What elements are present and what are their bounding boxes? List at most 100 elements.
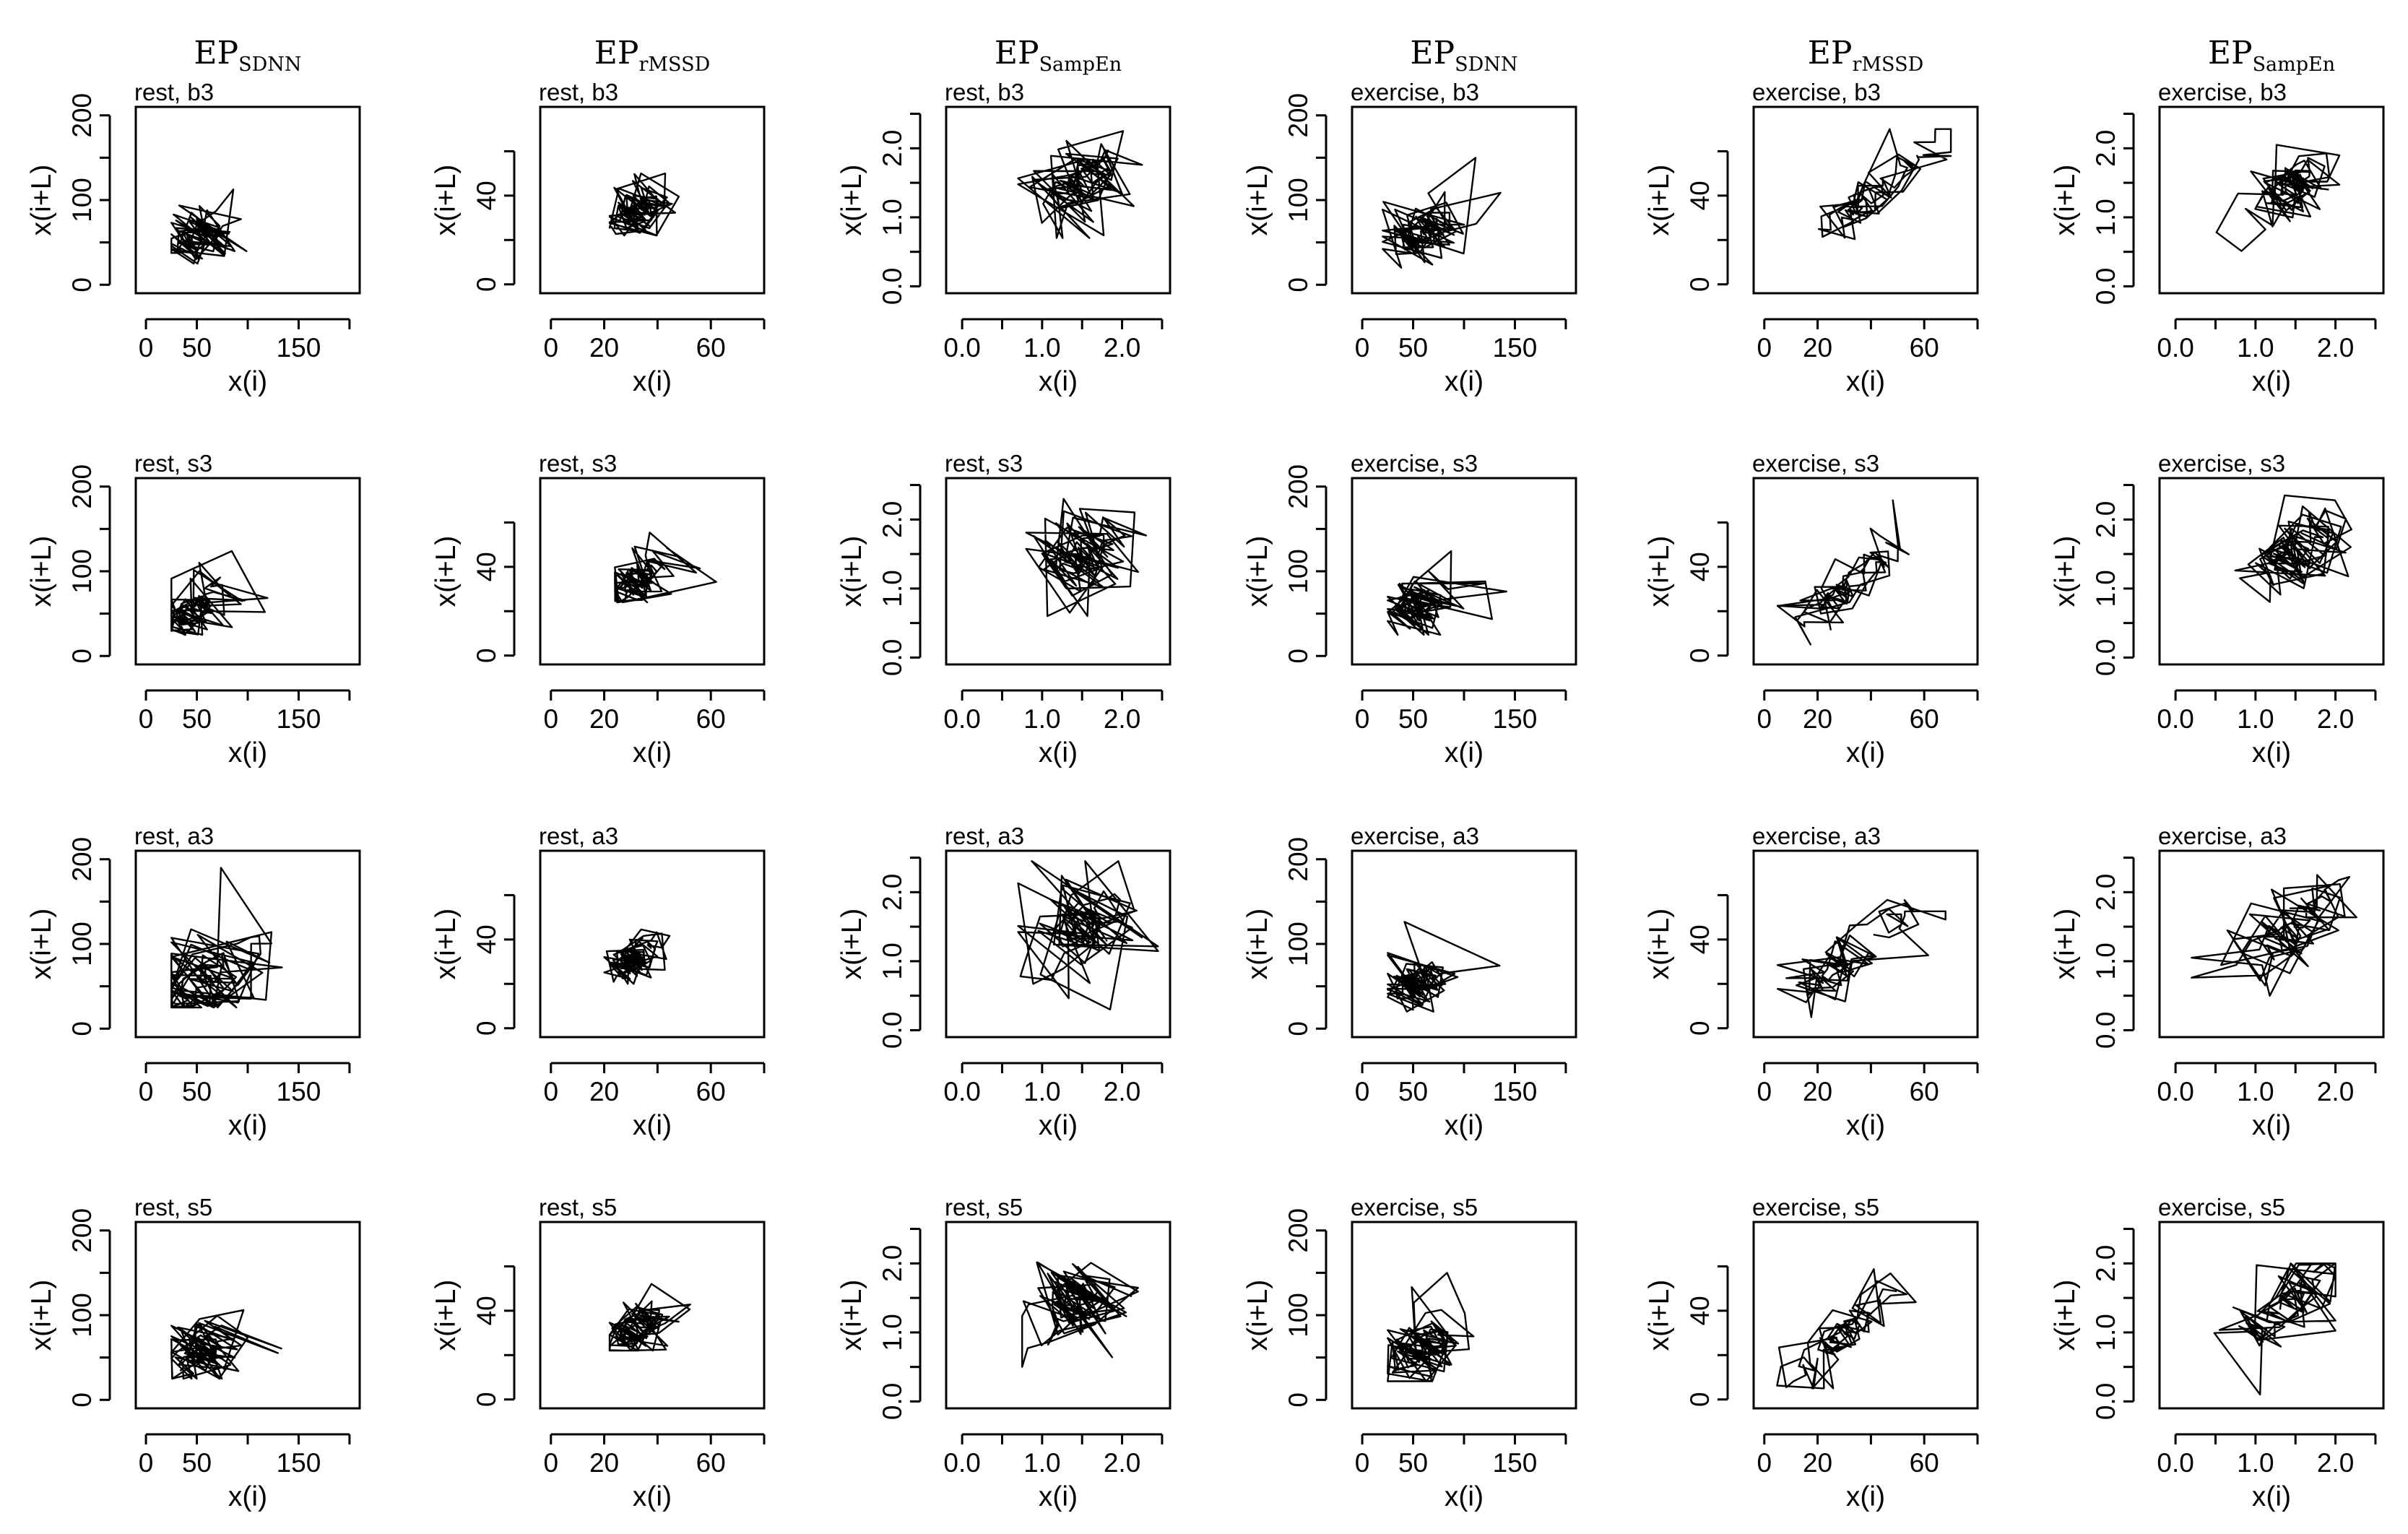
x-tick-label: 50 (182, 1077, 212, 1106)
x-axis-label: x(i) (1445, 366, 1484, 397)
poincare-trace (2215, 144, 2341, 252)
y-axis-label: x(i+L) (836, 536, 867, 607)
x-tick-label: 0.0 (2157, 704, 2193, 734)
plot-frame (134, 477, 361, 666)
poincare-trace (608, 1283, 691, 1352)
panel-label: exercise, a3 (2158, 823, 2287, 849)
x-axis-label: x(i) (1039, 1110, 1078, 1141)
y-tick-label: 200 (67, 1208, 97, 1253)
panel-label: exercise, s3 (2158, 450, 2285, 477)
poincare-trace (1017, 130, 1143, 239)
x-tick-label: 2.0 (2317, 1077, 2354, 1106)
x-tick-label: 150 (1493, 1448, 1538, 1478)
x-tick-label: 50 (182, 333, 212, 363)
y-tick-label: 40 (472, 552, 501, 581)
y-axis-label: x(i+L) (836, 165, 867, 236)
x-axis-label: x(i) (228, 737, 267, 768)
y-tick-label: 0 (1283, 277, 1313, 292)
y-tick-label: 0.0 (2091, 639, 2121, 676)
x-axis-label: x(i) (1445, 1110, 1484, 1141)
y-tick-label: 100 (67, 922, 97, 966)
x-tick-label: 60 (696, 1448, 726, 1478)
column-title-exercise_sdnn: EPSDNN (1410, 35, 1517, 76)
x-tick-label: 1.0 (1023, 1077, 1060, 1106)
y-tick-label: 100 (67, 178, 97, 222)
panel-label: exercise, s3 (1752, 450, 1879, 477)
y-tick-label: 2.0 (878, 874, 907, 911)
panel-label: exercise, b3 (1752, 79, 1881, 105)
panel-exercise_sdnn-s5: exercise, s5 0 50 150 x(i) 0 100 200 x(i+L) (1242, 1194, 1577, 1512)
y-tick-label: 2.0 (878, 130, 907, 167)
y-axis-label: x(i+L) (1644, 909, 1675, 980)
y-tick-label: 2.0 (878, 501, 907, 538)
panel-exercise_sampen-s3: exercise, s3 0.0 1.0 2.0 x(i) 0.0 1.0 2.0 x(i+L) (2050, 450, 2385, 768)
x-tick-label: 60 (696, 333, 726, 363)
panel-exercise_rmssd-s5: exercise, s5 0 20 60 x(i) 0 40 x(i+L) (1644, 1194, 1979, 1512)
x-tick-label: 0 (1757, 333, 1772, 363)
y-tick-label: 1.0 (2091, 570, 2121, 607)
x-axis-label: x(i) (1846, 366, 1885, 397)
x-tick-label: 1.0 (2237, 1077, 2274, 1106)
x-axis-label: x(i) (228, 366, 267, 397)
x-tick-label: 0 (139, 704, 154, 734)
y-axis-label: x(i+L) (836, 1280, 867, 1351)
x-tick-label: 2.0 (1104, 333, 1140, 363)
poincare-trace (1817, 128, 1952, 240)
panel-exercise_sdnn-s3: exercise, s3 0 50 150 x(i) 0 100 200 x(i+L) (1242, 450, 1577, 768)
y-tick-label: 0.0 (2091, 1383, 2121, 1420)
x-tick-label: 50 (182, 1448, 212, 1478)
panel-label: exercise, s5 (1752, 1194, 1879, 1221)
poincare-trace (170, 1309, 282, 1380)
x-axis-label: x(i) (633, 1110, 672, 1141)
panel-label: exercise, s3 (1351, 450, 1478, 477)
panel-exercise_rmssd-a3: exercise, a3 0 20 60 x(i) 0 40 x(i+L) (1644, 823, 1979, 1141)
column-title-subscript: SDNN (238, 53, 301, 76)
y-axis-label: x(i+L) (1644, 165, 1675, 236)
y-tick-label: 40 (472, 181, 501, 210)
y-tick-label: 1.0 (2091, 942, 2121, 979)
x-axis-label: x(i) (2252, 366, 2291, 397)
y-tick-label: 0 (1685, 277, 1715, 292)
y-tick-label: 2.0 (2091, 1245, 2121, 1282)
y-axis-label: x(i+L) (26, 165, 57, 236)
plot-frame (945, 105, 1171, 295)
y-tick-label: 0 (1283, 1021, 1313, 1036)
x-tick-label: 20 (589, 333, 619, 363)
y-tick-label: 0 (1685, 648, 1715, 663)
panel-rest_sdnn-b3: rest, b3 0 50 150 x(i) 0 100 200 x(i+L) (26, 79, 361, 397)
panel-rest_sdnn-s5: rest, s5 0 50 150 x(i) 0 100 200 x(i+L) (26, 1194, 361, 1512)
y-axis-label: x(i+L) (1644, 1280, 1675, 1351)
column-title-subscript: rMSSD (639, 53, 711, 76)
panel-rest_sampen-s5: rest, s5 0.0 1.0 2.0 x(i) 0.0 1.0 2.0 x(i+L) (836, 1194, 1171, 1512)
y-tick-label: 40 (472, 924, 501, 954)
panel-rest_sdnn-a3: rest, a3 0 50 150 x(i) 0 100 200 x(i+L) (26, 823, 361, 1141)
y-tick-label: 200 (1283, 93, 1313, 138)
y-tick-label: 100 (1283, 549, 1313, 594)
y-tick-label: 100 (1283, 1293, 1313, 1338)
y-tick-label: 1.0 (878, 570, 907, 607)
y-axis-label: x(i+L) (2050, 165, 2081, 236)
x-tick-label: 20 (589, 1077, 619, 1106)
panel-rest_rmssd-b3: rest, b3 0 20 60 x(i) 0 40 x(i+L) (430, 79, 766, 397)
x-tick-label: 150 (277, 704, 321, 734)
panel-label: rest, b3 (539, 79, 618, 105)
plot-frame (945, 1221, 1171, 1410)
column-title-main: EP (995, 35, 1039, 72)
panel-label: rest, s5 (945, 1194, 1023, 1221)
y-tick-label: 0 (472, 1392, 501, 1407)
column-title-main: EP (2208, 35, 2253, 72)
y-tick-label: 40 (1685, 181, 1715, 210)
panel-label: exercise, a3 (1752, 823, 1881, 849)
y-axis-label: x(i+L) (430, 165, 462, 236)
y-tick-label: 0 (472, 1020, 501, 1036)
y-tick-label: 0 (1283, 649, 1313, 664)
y-tick-label: 0 (472, 648, 501, 663)
plot-frame (134, 105, 361, 295)
x-tick-label: 0 (1355, 704, 1370, 734)
x-tick-label: 0.0 (943, 1077, 980, 1106)
y-axis-label: x(i+L) (836, 909, 867, 980)
x-tick-label: 0 (1757, 1077, 1772, 1106)
poincare-trace (1021, 1261, 1139, 1368)
y-tick-label: 200 (1283, 837, 1313, 882)
